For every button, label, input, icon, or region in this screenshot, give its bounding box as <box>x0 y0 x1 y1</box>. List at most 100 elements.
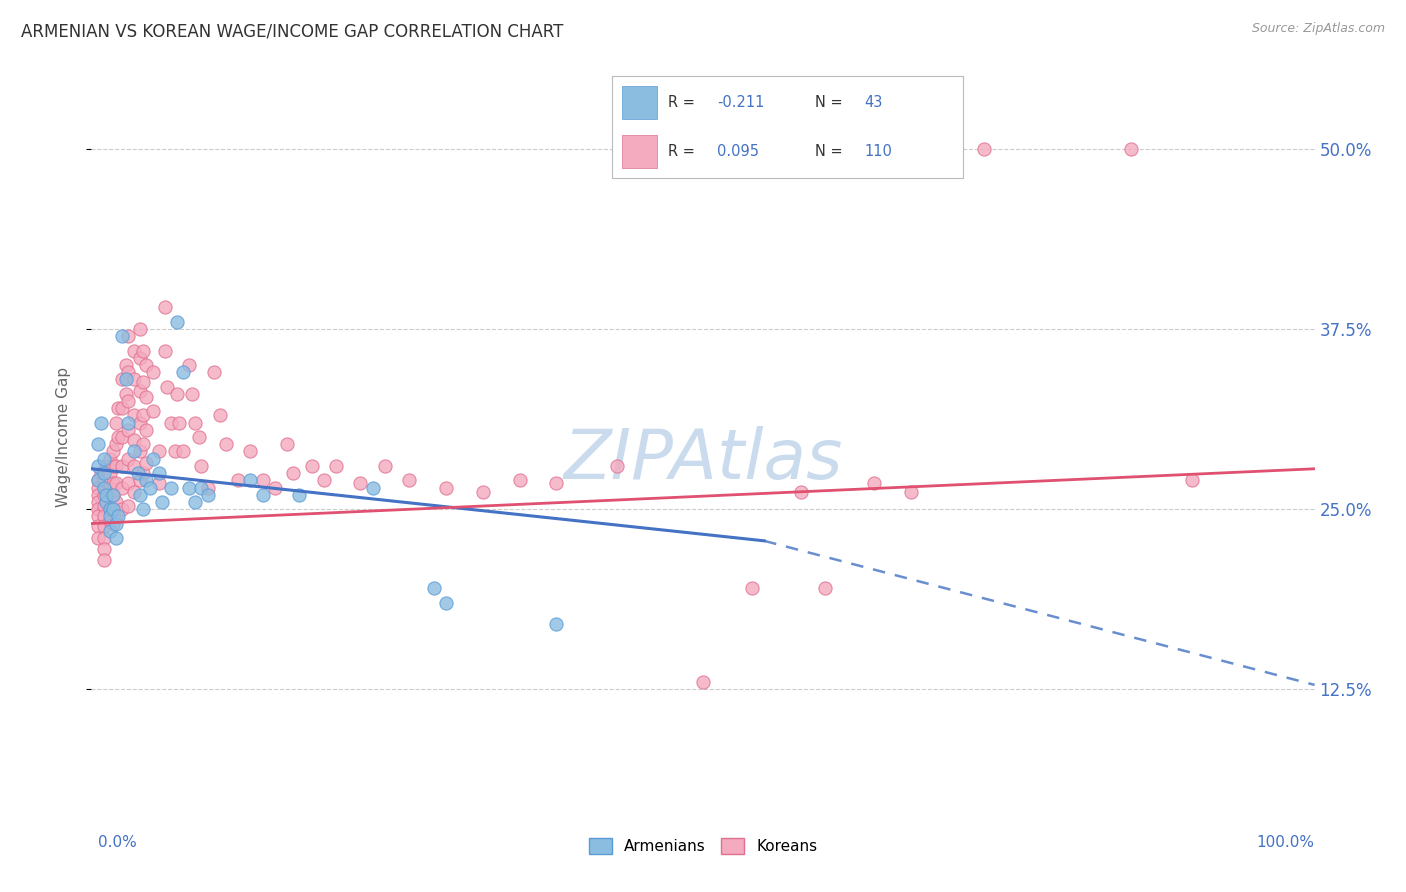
Point <box>169 416 191 430</box>
Point <box>471 484 494 499</box>
Point <box>129 384 152 398</box>
Point <box>374 458 396 473</box>
Point <box>132 502 155 516</box>
Point <box>93 531 115 545</box>
Point <box>973 142 995 156</box>
Point <box>156 379 179 393</box>
Point <box>98 466 121 480</box>
Point <box>94 458 117 473</box>
Point <box>129 322 152 336</box>
Point <box>148 466 170 480</box>
Point <box>98 451 121 466</box>
Point <box>122 372 145 386</box>
Point <box>104 531 127 545</box>
Text: R =: R = <box>668 145 695 160</box>
Point <box>741 582 763 596</box>
Point <box>900 484 922 499</box>
Point <box>103 502 125 516</box>
Point <box>94 495 117 509</box>
Point <box>98 502 121 516</box>
Point <box>129 416 152 430</box>
Point <box>93 466 115 480</box>
Point <box>86 458 108 473</box>
Text: ARMENIAN VS KOREAN WAGE/INCOME GAP CORRELATION CHART: ARMENIAN VS KOREAN WAGE/INCOME GAP CORRE… <box>21 22 564 40</box>
Point <box>111 372 134 386</box>
Point <box>103 488 125 502</box>
Point <box>93 519 115 533</box>
Point <box>103 444 125 458</box>
Point <box>117 329 139 343</box>
Point <box>93 509 115 524</box>
Point <box>190 481 212 495</box>
Point <box>129 488 152 502</box>
Point <box>122 433 145 447</box>
Point <box>790 484 813 499</box>
Point <box>86 488 108 502</box>
Point <box>197 481 219 495</box>
Point <box>129 444 152 458</box>
Point <box>184 495 207 509</box>
Point <box>103 476 125 491</box>
Point <box>111 329 134 343</box>
Point <box>114 358 136 372</box>
Point <box>93 500 115 514</box>
Point <box>90 416 112 430</box>
Point <box>135 473 157 487</box>
Point <box>252 473 274 487</box>
Point <box>104 458 127 473</box>
Point <box>129 351 152 365</box>
Bar <box>621 136 657 168</box>
Point <box>936 142 959 156</box>
Point <box>135 456 157 470</box>
Point <box>141 404 163 418</box>
Point <box>132 437 155 451</box>
Point <box>546 476 568 491</box>
Point <box>1121 142 1143 156</box>
Point <box>103 458 125 473</box>
Point <box>361 481 384 495</box>
Point <box>135 358 157 372</box>
Point <box>132 409 155 423</box>
Point <box>226 473 249 487</box>
Point <box>153 343 176 358</box>
Point <box>264 481 287 495</box>
Point <box>208 409 231 423</box>
Point <box>86 481 108 495</box>
Point <box>98 524 121 538</box>
Legend: Armenians, Koreans: Armenians, Koreans <box>582 832 824 860</box>
Point <box>117 476 139 491</box>
Point <box>148 444 170 458</box>
Point <box>104 516 127 531</box>
Point <box>127 466 149 480</box>
Point <box>141 365 163 379</box>
Point <box>98 491 121 505</box>
Point <box>148 476 170 491</box>
Point <box>283 466 305 480</box>
Point <box>172 365 194 379</box>
Point <box>132 466 155 480</box>
Point <box>103 516 125 531</box>
Point <box>163 444 186 458</box>
Point <box>139 481 162 495</box>
Point <box>114 387 136 401</box>
Text: R =: R = <box>668 95 695 110</box>
Point <box>107 430 129 444</box>
Bar <box>621 87 657 119</box>
Text: Source: ZipAtlas.com: Source: ZipAtlas.com <box>1251 22 1385 36</box>
Text: -0.211: -0.211 <box>717 95 765 110</box>
Point <box>104 416 127 430</box>
Point <box>1181 473 1204 487</box>
Text: 0.095: 0.095 <box>717 145 759 160</box>
Point <box>122 444 145 458</box>
Text: 110: 110 <box>865 145 893 160</box>
Point <box>179 481 201 495</box>
Point <box>98 509 121 524</box>
Point <box>132 343 155 358</box>
Text: 100.0%: 100.0% <box>1257 836 1315 850</box>
Point <box>98 514 121 528</box>
Point <box>150 495 173 509</box>
Point <box>509 473 531 487</box>
Point <box>111 502 134 516</box>
Point <box>301 458 323 473</box>
Point <box>434 481 457 495</box>
